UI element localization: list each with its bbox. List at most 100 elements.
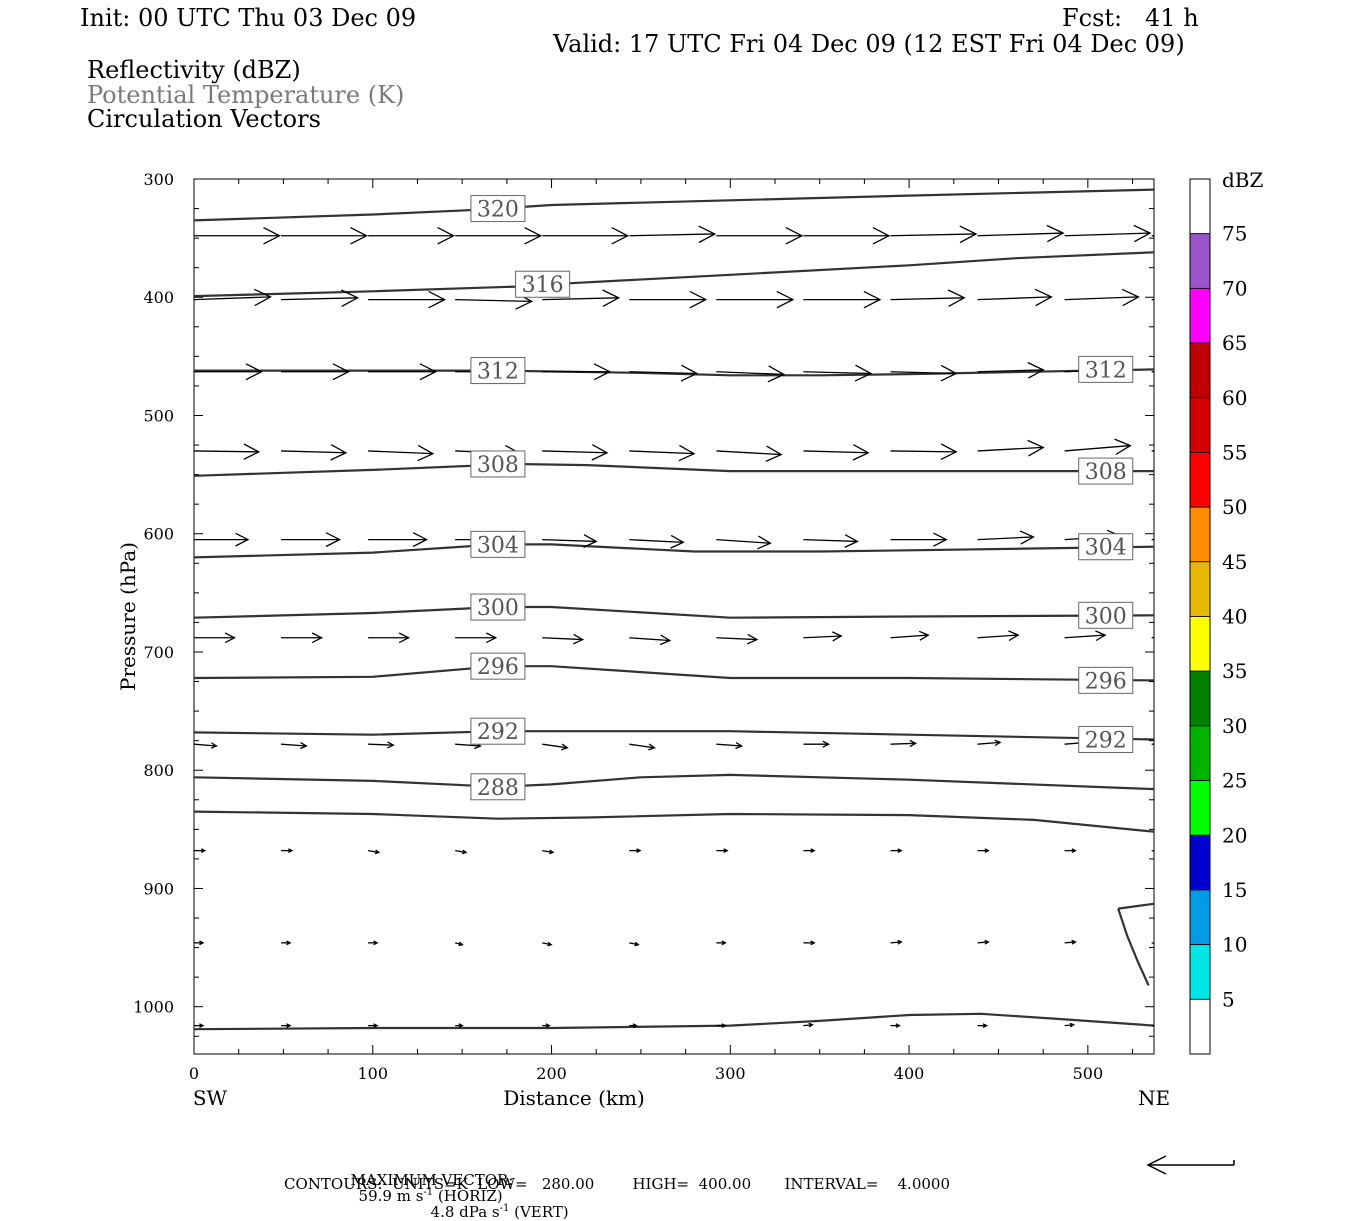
vector-arrowhead [373,1023,379,1028]
circulation-vector [455,298,532,303]
vector-arrowhead [547,941,553,947]
vector-arrowhead [1114,438,1132,456]
vector-arrowhead [947,289,966,307]
circulation-vector [803,1024,813,1027]
contour-label-box [470,195,526,223]
circulation-vector [977,634,1019,639]
vector-arrowhead [602,289,621,307]
theta-contour [194,251,1154,298]
contour-label: 312 [477,360,519,385]
reference-vector-head [1146,1155,1167,1175]
vector-arrowhead [428,290,447,309]
vector-arrowhead [341,289,360,307]
vector-arrowhead [785,227,804,245]
vector-arrowhead [286,940,292,946]
vector-arrowhead [721,1023,727,1028]
colorbar-swatch [1189,506,1211,563]
vector-arrowhead [1069,1022,1076,1028]
contour-label: 300 [477,596,519,621]
valid-time: Valid: 17 UTC Fri 04 Dec 09 (12 EST Fri … [553,30,1185,58]
vector-arrowhead [808,1022,814,1028]
vector-arrowhead [350,227,369,245]
colorbar-swatch [1189,998,1211,1055]
circulation-vector [542,849,554,854]
contour-label: 292 [477,720,519,745]
vector-arrowhead [398,632,411,644]
vector-arrowhead [959,225,978,244]
circulation-vector [542,637,583,641]
vector-arrowhead [689,290,708,309]
vector-arrowhead [918,630,930,641]
vector-arrowhead [982,1023,989,1028]
vector-arrowhead [286,1023,292,1028]
vector-arrowhead [634,941,640,947]
vector-arrowhead [940,364,958,382]
circulation-vector [629,743,655,749]
forecast-hour: Fcst: 41 h [1062,4,1199,32]
colorbar-swatch [1189,452,1211,508]
theta-contour [1117,908,1150,986]
contour-label: 288 [477,776,519,801]
vector-arrowhead [437,227,456,245]
vector-arrowhead [897,848,903,853]
theta-contour [194,368,1154,377]
colorbar-label: 50 [1222,495,1247,519]
circulation-vector [803,635,842,639]
circulation-vector [890,742,916,745]
vector-arrowhead [632,1023,638,1028]
x-tick-label: 500 [1073,1064,1104,1083]
circulation-vector [890,941,902,944]
y-tick-label: 300 [143,170,174,189]
colorbar-swatch [1189,725,1211,781]
vector-arrowhead [670,534,685,549]
y-tick-label: 500 [143,406,174,425]
y-tick-label: 1000 [133,998,174,1017]
colorbar-swatch [1189,342,1211,399]
vector-arrowhead [854,364,873,382]
circulation-vector [977,536,1034,541]
theta-contour [194,462,1154,477]
vector-arrowhead [419,363,438,381]
colorbar-label: 60 [1222,386,1247,410]
colorbar-label: 35 [1222,659,1247,683]
vector-arrowhead [1071,848,1077,853]
circulation-vector [368,743,394,746]
contour-label-box [470,652,526,680]
colorbar-swatch [1189,834,1211,891]
circulation-vector [194,450,259,453]
circulation-vector [629,233,715,237]
y-tick-label: 400 [143,288,174,307]
vector-arrowhead [872,227,891,245]
circulation-vector [629,637,670,642]
circulation-vector [716,538,771,544]
vector-arrowhead [243,443,261,460]
contour-label: 304 [1085,536,1127,561]
vector-arrowhead [417,444,435,462]
vector-arrowhead [933,532,948,547]
circulation-vector [716,743,742,747]
vector-arrowhead [549,849,555,855]
circulation-vector [542,297,619,301]
circulation-vector [890,634,929,639]
colorbar-swatch [1189,780,1211,836]
vector-arrowhead [984,848,990,853]
vector-arrowhead [776,290,795,309]
vector-arrowhead [852,444,870,461]
circulation-vector [977,369,1044,373]
vector-arrowhead [253,288,272,307]
colorbar-frame [1189,178,1211,1055]
vector-arrowhead [897,939,903,945]
x-tick-label: 0 [189,1064,199,1083]
circulation-vector [281,743,307,747]
theta-contour [1118,902,1154,910]
circulation-vector [1151,637,1154,639]
vector-arrowhead [984,939,990,945]
vector-arrowhead [636,848,642,853]
circulation-vector [629,450,695,455]
vector-arrowhead [545,1023,551,1028]
colorbar-label: 30 [1222,714,1247,738]
colorbar-swatch [1189,944,1211,1000]
contour-label: 296 [1085,669,1127,694]
colorbar-label: 70 [1222,276,1247,300]
contours-info: CONTOURS: UNITS=K LOW= 280.00 HIGH= 400.… [284,1175,950,1193]
